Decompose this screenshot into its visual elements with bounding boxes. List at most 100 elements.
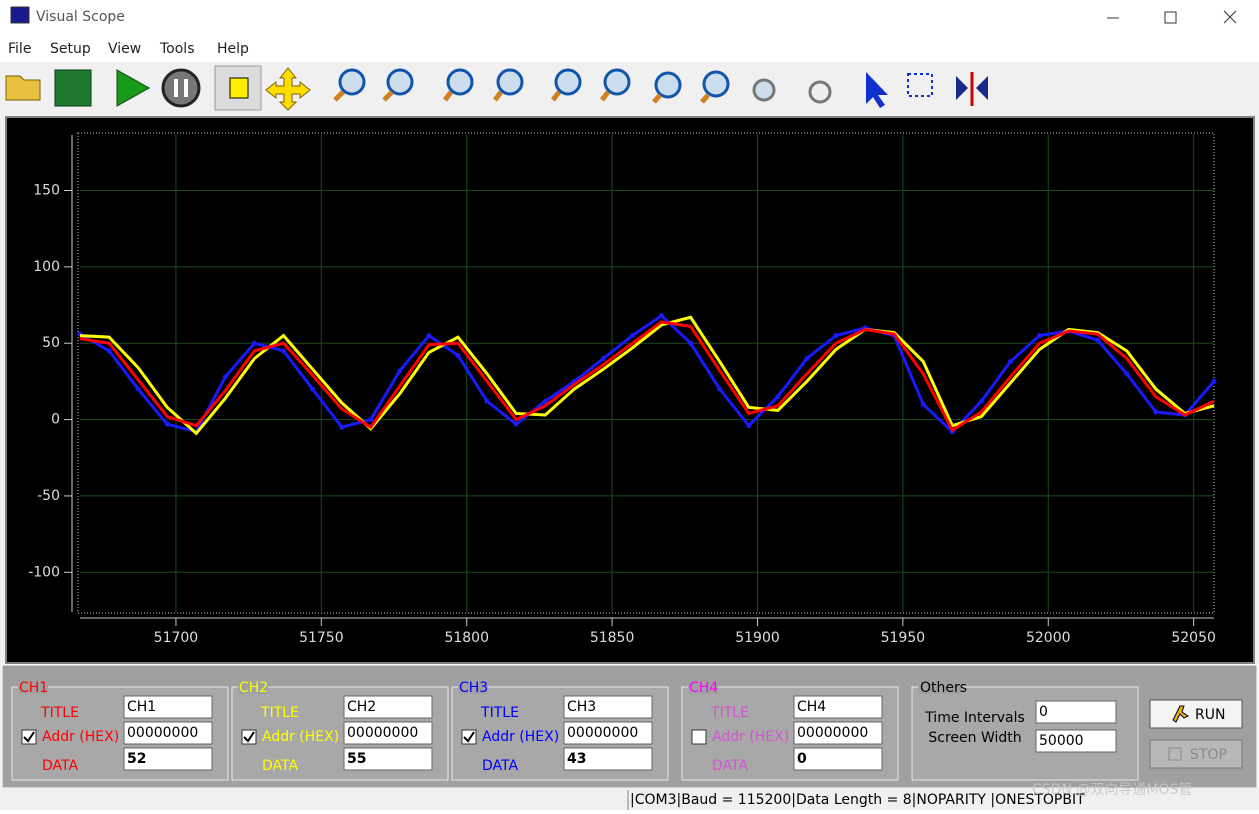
x-tick-label: 51800 (444, 630, 489, 646)
screen-width-label: Screen Width (928, 730, 1021, 746)
input-field[interactable] (123, 747, 213, 771)
y-tick-label: 100 (33, 259, 60, 275)
channel-name: CH3 (459, 680, 488, 696)
input-field[interactable] (793, 721, 883, 745)
input-field[interactable] (1035, 700, 1117, 724)
input-value: CH3 (567, 699, 596, 715)
input-value: 55 (347, 751, 366, 767)
select-button[interactable] (907, 73, 933, 97)
input-value: 00000000 (797, 725, 868, 741)
play-button[interactable] (116, 69, 151, 107)
run-label: RUN (1195, 707, 1225, 723)
input-field[interactable] (793, 695, 883, 719)
scope-frame (5, 116, 1255, 664)
series-point (455, 352, 461, 358)
series-point (397, 368, 403, 374)
open-button[interactable] (5, 75, 41, 101)
input-field[interactable] (343, 747, 433, 771)
series-point (251, 340, 257, 346)
title-label: TITLE (260, 705, 299, 721)
checkmark (463, 731, 475, 743)
menu-item[interactable]: View (108, 41, 141, 57)
stop-icon (1168, 747, 1182, 761)
series-point (1095, 337, 1101, 343)
input-value: 0 (797, 751, 807, 767)
zoom-wave[interactable] (702, 70, 730, 98)
data-label: DATA (262, 758, 298, 774)
menu-item[interactable]: Help (217, 41, 249, 57)
menu-item[interactable]: Tools (159, 41, 195, 57)
input-field[interactable] (343, 695, 433, 719)
series-point (920, 401, 926, 407)
pause-bar (184, 79, 188, 97)
cursor-button[interactable] (956, 76, 988, 100)
series-point (106, 348, 112, 354)
input-value: 0 (1039, 704, 1048, 720)
series-point (775, 394, 781, 400)
channel-name: CH4 (689, 680, 718, 696)
group-label-bg (458, 681, 488, 694)
plot-border (77, 132, 1215, 614)
input-field[interactable] (563, 721, 653, 745)
x-tick-label: 52000 (1026, 630, 1071, 646)
series-point (513, 421, 519, 427)
zoom-in[interactable] (338, 68, 366, 96)
channel-name: CH1 (19, 680, 48, 696)
menu-item[interactable]: File (8, 41, 31, 57)
input-field[interactable] (123, 721, 213, 745)
app-icon (10, 6, 30, 24)
checkbox[interactable] (691, 729, 707, 745)
series-line (79, 320, 1215, 433)
hand-icon (229, 77, 249, 99)
group-label-bg (238, 681, 268, 694)
zoom-fit[interactable] (654, 71, 682, 99)
series-point (339, 424, 345, 430)
y-tick-label: -50 (37, 488, 60, 504)
undo-zoom[interactable] (752, 78, 776, 102)
zoom-out-y[interactable] (603, 68, 631, 96)
zoom-in-y[interactable] (554, 68, 582, 96)
stop-button[interactable] (1149, 739, 1243, 769)
input-field[interactable] (1035, 729, 1117, 753)
addr-label: Addr (HEX) (482, 729, 559, 745)
zoom-out[interactable] (386, 68, 414, 96)
save-button[interactable] (54, 69, 92, 107)
input-value: 00000000 (567, 725, 638, 741)
maximize[interactable] (1164, 11, 1177, 24)
zoom-in-x[interactable] (446, 68, 474, 96)
title-bar (0, 0, 1259, 36)
zoom-buttons (333, 68, 832, 104)
series-point (746, 423, 752, 429)
group-label-bg (918, 681, 962, 694)
pause-button[interactable] (161, 68, 201, 108)
plot: -100 -50 0 50 100 150 51700 51750 51800 51850 5190… (28, 132, 1217, 646)
x-tick-label: 52050 (1171, 630, 1216, 646)
series-point (1211, 378, 1217, 384)
redo-zoom[interactable] (808, 80, 832, 104)
addr-label: Addr (HEX) (712, 729, 789, 745)
move-button[interactable] (265, 67, 311, 111)
input-value: CH4 (797, 699, 826, 715)
checkmark (23, 731, 35, 743)
input-field[interactable] (793, 747, 883, 771)
time-intervals-label: Time Intervals (924, 710, 1025, 726)
input-value: 00000000 (127, 725, 198, 741)
series-point (717, 386, 723, 392)
menu-item[interactable]: Setup (50, 41, 91, 57)
input-value: CH2 (347, 699, 376, 715)
input-value: 43 (567, 751, 586, 767)
series-point (659, 313, 665, 319)
series-point (368, 417, 374, 423)
series-point (629, 333, 635, 339)
series-point (688, 340, 694, 346)
title-label: TITLE (710, 705, 749, 721)
input-field[interactable] (123, 695, 213, 719)
input-field[interactable] (343, 721, 433, 745)
input-field[interactable] (563, 695, 653, 719)
pointer-button[interactable] (866, 72, 888, 108)
close[interactable] (1223, 10, 1237, 24)
input-field[interactable] (563, 747, 653, 771)
zoom-out-x[interactable] (496, 68, 524, 96)
pause-bar (174, 79, 178, 97)
run-button[interactable] (1149, 699, 1243, 729)
